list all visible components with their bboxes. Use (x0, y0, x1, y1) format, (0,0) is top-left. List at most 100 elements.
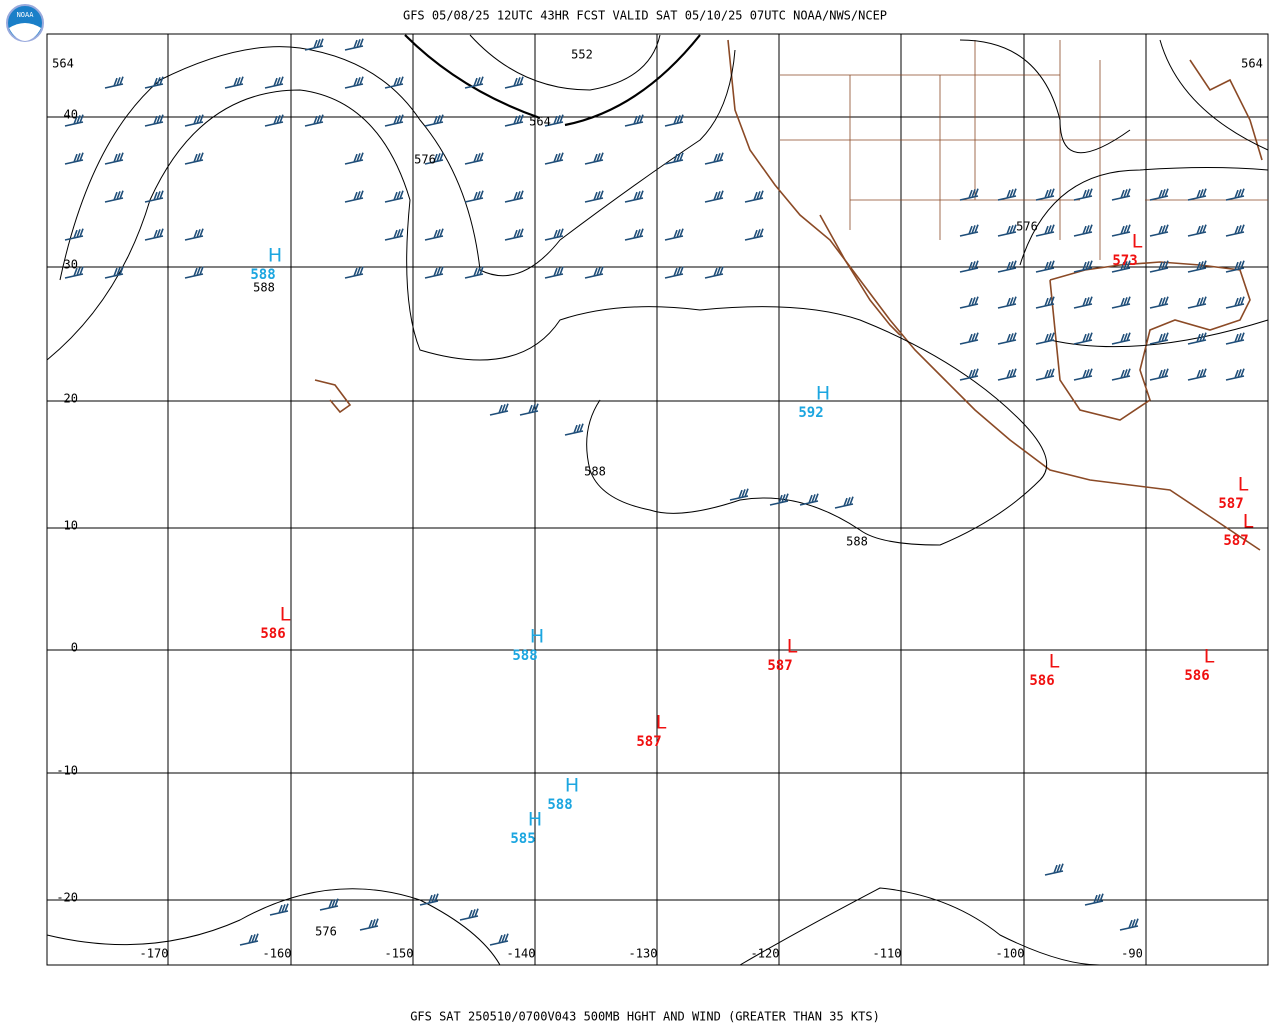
wind-barb (1035, 188, 1055, 201)
wind-barb (239, 933, 259, 946)
wind-barb (1044, 863, 1064, 876)
latitude-label: -10 (56, 764, 78, 778)
wind-barb (304, 38, 324, 51)
center-symbol: L (280, 604, 291, 626)
contour-label: 588 (584, 465, 606, 479)
wind-barb (1149, 368, 1169, 381)
wind-barb (419, 893, 439, 906)
center-symbol: L (656, 712, 667, 734)
wind-barb (799, 493, 819, 506)
wind-barb (64, 114, 84, 127)
wind-barb (1187, 332, 1207, 345)
wind-barb (504, 228, 524, 241)
wind-barb (1035, 224, 1055, 237)
wind-barb (384, 190, 404, 203)
wind-barb (184, 228, 204, 241)
wind-barb (144, 190, 164, 203)
wind-barb (704, 266, 724, 279)
wind-barb (564, 423, 584, 436)
wind-barb (1187, 368, 1207, 381)
contour-label: 564 (529, 115, 551, 129)
wind-barb (1149, 296, 1169, 309)
wind-barb (384, 228, 404, 241)
latitude-label: -20 (56, 891, 78, 905)
wind-barb (104, 266, 124, 279)
center-symbol: L (1243, 511, 1254, 533)
wind-barb (584, 152, 604, 165)
center-symbol: H (268, 245, 282, 267)
wind-barb (144, 114, 164, 127)
wind-barb (624, 114, 644, 127)
center-value: 573 (1112, 253, 1137, 269)
wind-barb (664, 266, 684, 279)
longitude-label: -120 (751, 947, 780, 961)
wind-barb (1111, 296, 1131, 309)
wind-barb (304, 114, 324, 127)
wind-barb (959, 224, 979, 237)
center-value: 586 (260, 626, 285, 642)
wind-barb (424, 152, 444, 165)
wind-barb (1149, 332, 1169, 345)
wind-barb (1035, 368, 1055, 381)
wind-barb (1073, 260, 1093, 273)
center-symbol: L (1238, 474, 1249, 496)
wind-barb (384, 76, 404, 89)
wind-barb (269, 903, 289, 916)
wind-barb (344, 38, 364, 51)
latitude-label: 20 (64, 392, 78, 406)
wind-barb (729, 488, 749, 501)
wind-barb (1187, 296, 1207, 309)
wind-barb (1225, 296, 1245, 309)
wind-barb (1149, 224, 1169, 237)
wind-barb (1073, 368, 1093, 381)
wind-barb (1035, 260, 1055, 273)
logo: NOAA (6, 4, 44, 42)
wind-barb (464, 266, 484, 279)
wind-barb (424, 266, 444, 279)
wind-barb (464, 76, 484, 89)
wind-barb (1073, 332, 1093, 345)
center-value: 588 (512, 648, 537, 664)
wind-barb (359, 918, 379, 931)
wind-barb (664, 114, 684, 127)
wind-barb (184, 152, 204, 165)
longitude-label: -110 (873, 947, 902, 961)
longitude-label: -130 (629, 947, 658, 961)
wind-barb (1035, 296, 1055, 309)
wind-barb (344, 190, 364, 203)
wind-barb (664, 152, 684, 165)
wind-barb (424, 114, 444, 127)
center-symbol: H (816, 383, 830, 405)
wind-barb (1111, 224, 1131, 237)
wind-barb (504, 190, 524, 203)
wind-barb (1111, 188, 1131, 201)
contour-label: 588 (846, 535, 868, 549)
wind-barb (104, 190, 124, 203)
wind-barb (344, 152, 364, 165)
wind-barb (184, 266, 204, 279)
wind-barb (459, 908, 479, 921)
wind-barb (1073, 188, 1093, 201)
wind-barb (1187, 188, 1207, 201)
wind-barb (504, 114, 524, 127)
contour-label: 576 (414, 153, 436, 167)
wind-barb (1073, 296, 1093, 309)
wind-barb (1084, 893, 1104, 906)
latitude-label: 40 (64, 108, 78, 122)
coastlines (314, 39, 1268, 551)
wind-barb (144, 76, 164, 89)
longitude-label: -170 (140, 947, 169, 961)
center-symbol: H (530, 626, 544, 648)
wind-barb (464, 152, 484, 165)
wind-barb (959, 296, 979, 309)
wind-barb (584, 190, 604, 203)
wind-barb (264, 114, 284, 127)
latitude-label: 30 (64, 258, 78, 272)
wind-barb (504, 76, 524, 89)
wind-barb (344, 266, 364, 279)
wind-barb (1225, 188, 1245, 201)
center-value: 592 (798, 405, 823, 421)
graticule (46, 33, 1269, 966)
wind-barb (1149, 260, 1169, 273)
